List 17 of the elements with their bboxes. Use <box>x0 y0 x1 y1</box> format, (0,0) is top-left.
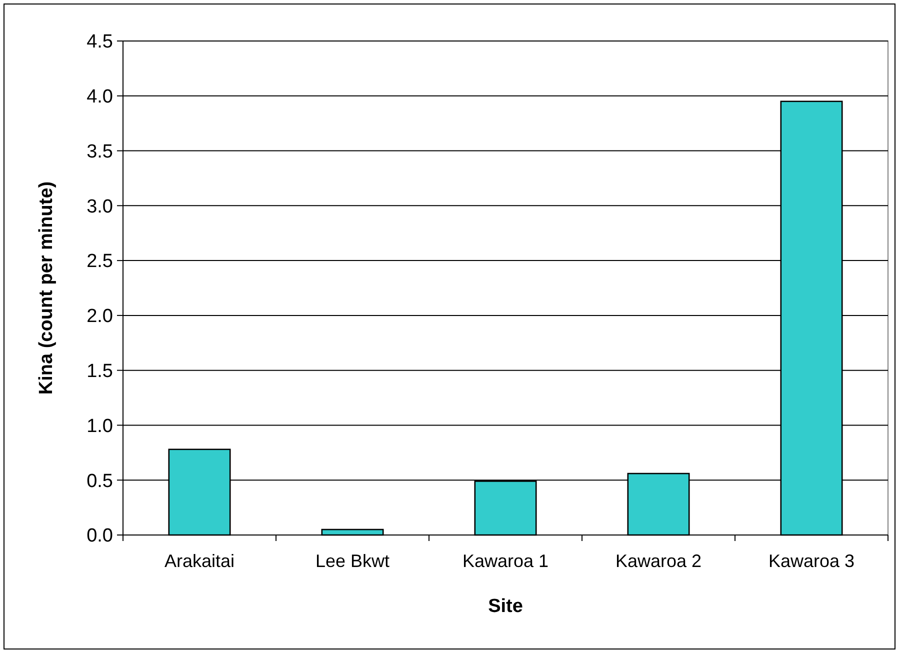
y-tick-label: 1.5 <box>86 360 113 382</box>
y-tick-label: 2.0 <box>86 306 113 328</box>
y-tick-label: 3.0 <box>86 196 113 218</box>
y-tick-label: 4.5 <box>86 32 113 53</box>
y-tick-label: 4.0 <box>86 86 113 108</box>
y-tick-label: 2.5 <box>86 251 113 272</box>
x-tick-label: Lee Bkwt <box>315 551 390 571</box>
y-tick-label: 0.0 <box>86 526 113 547</box>
y-tick-label: 3.5 <box>86 141 113 162</box>
y-axis-title: Kina (count per minute) <box>36 181 57 395</box>
x-tick-label: Kawaroa 1 <box>462 551 549 571</box>
x-tick-label: Kawaroa 2 <box>615 551 702 571</box>
y-tick-label: 0.5 <box>86 470 113 492</box>
x-axis-title: Site <box>488 596 523 617</box>
x-tick-label: Arakaitai <box>164 551 235 571</box>
x-tick-label: Kawaroa 3 <box>768 551 855 571</box>
y-tick-label: 1.0 <box>86 416 113 437</box>
